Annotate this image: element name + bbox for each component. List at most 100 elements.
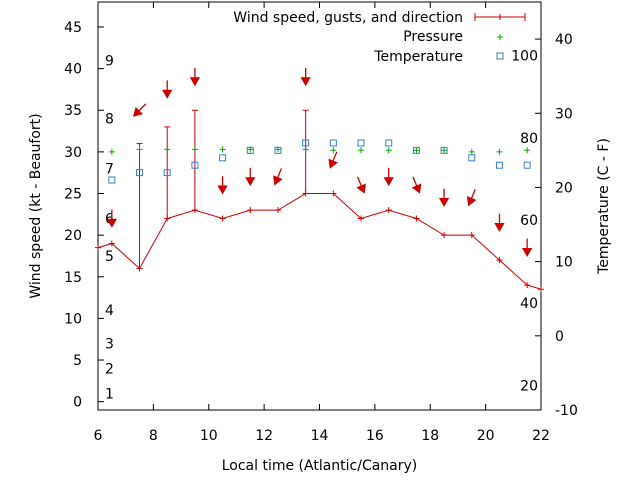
wind-speed-point	[136, 265, 143, 272]
pressure-marker	[219, 146, 226, 153]
legend-label-pressure: Pressure	[403, 29, 463, 45]
y-tick-label: 40	[64, 62, 82, 78]
pressure-marker	[108, 148, 115, 155]
y-tick-label: 10	[64, 311, 82, 327]
x-tick-label: 22	[532, 428, 550, 444]
temperature-marker	[440, 146, 448, 154]
y-axis-label: Wind speed (kt - Beaufort)	[28, 113, 44, 298]
x-tick-label: 18	[421, 428, 439, 444]
wind-speed-point	[385, 207, 392, 214]
wind-speed-point	[274, 207, 281, 214]
wind-speed-line	[97, 193, 542, 290]
fahrenheit-label: 80	[520, 131, 538, 147]
wind-direction-arrow	[273, 168, 283, 186]
x-tick-label: 16	[366, 428, 384, 444]
wind-direction-arrow	[245, 167, 256, 187]
temperature-marker	[163, 169, 171, 177]
temperature-marker	[329, 139, 337, 147]
beaufort-label: 3	[105, 336, 114, 352]
x-tick-label: 12	[255, 428, 273, 444]
beaufort-label: 9	[105, 53, 114, 69]
wind-speed-point	[468, 232, 475, 239]
temperature-marker	[136, 169, 144, 177]
legend-swatch-wind-marker	[497, 14, 503, 20]
fahrenheit-label: 60	[520, 213, 538, 229]
y2-tick-label: 10	[555, 255, 573, 271]
wind-speed-point	[496, 257, 503, 264]
y2-axis-label: Temperature (C - F)	[596, 138, 612, 275]
wind-direction-arrow	[411, 176, 422, 194]
pressure-marker	[496, 148, 503, 155]
legend-swatch-pressure	[497, 34, 503, 40]
temperature-marker	[385, 139, 393, 147]
wind-speed-point	[247, 207, 254, 214]
y-tick-label: 30	[64, 145, 82, 161]
y2-tick-label: -10	[555, 403, 578, 419]
fahrenheit-label: 40	[520, 296, 538, 312]
y-tick-label: 0	[73, 395, 82, 411]
wind-direction-arrow	[132, 103, 147, 117]
temperature-marker	[274, 146, 282, 154]
temperature-marker	[219, 154, 227, 162]
wind-speed-point	[358, 215, 365, 222]
pressure-marker	[358, 147, 365, 154]
fahrenheit-label: 100	[511, 48, 538, 64]
temperature-marker	[523, 161, 531, 169]
x-axis-label: Local time (Atlantic/Canary)	[222, 458, 418, 474]
wind-speed-point	[538, 286, 544, 293]
y-tick-label: 20	[64, 228, 82, 244]
legend-label-temperature: Temperature	[373, 49, 463, 65]
y2-tick-label: 30	[555, 106, 573, 122]
wind-speed-point	[441, 232, 448, 239]
wind-speed-point	[302, 190, 309, 197]
y-tick-label: 35	[64, 103, 82, 119]
beaufort-label: 4	[105, 303, 114, 319]
wind-direction-arrow	[494, 213, 505, 232]
pressure-marker	[468, 148, 475, 155]
temperature-marker	[302, 139, 310, 147]
y2-tick-label: 0	[555, 329, 564, 345]
pressure-marker	[524, 147, 531, 154]
wind-direction-arrow	[466, 189, 477, 207]
pressure-marker	[302, 146, 309, 153]
legend-swatch-temperature	[496, 52, 504, 60]
pressure-marker	[413, 147, 420, 154]
plot-frame	[97, 1, 542, 411]
wind-direction-arrow	[217, 176, 228, 195]
wind-direction-arrow	[106, 209, 117, 228]
wind-speed-point	[219, 215, 226, 222]
beaufort-label: 1	[105, 386, 114, 402]
y2-tick-label: 40	[555, 32, 573, 48]
beaufort-label: 8	[105, 112, 114, 128]
wind-direction-arrow	[189, 67, 201, 87]
wind-speed-point	[524, 282, 531, 289]
y-tick-label: 45	[64, 20, 82, 36]
pressure-marker	[136, 146, 143, 153]
temperature-marker	[108, 176, 116, 184]
wind-speed-point	[413, 215, 420, 222]
wind-speed-point	[191, 207, 198, 214]
y2-tick-label: 20	[555, 180, 573, 196]
temperature-marker	[191, 161, 199, 169]
pressure-marker	[191, 146, 198, 153]
wind-speed-point	[95, 244, 101, 251]
wind-direction-arrow	[522, 238, 533, 257]
x-tick-label: 6	[94, 428, 103, 444]
wind-direction-arrow	[438, 188, 450, 207]
temperature-marker	[495, 161, 503, 169]
temperature-marker	[357, 139, 365, 147]
beaufort-label: 2	[105, 361, 114, 377]
fahrenheit-label: 20	[520, 379, 538, 395]
x-tick-label: 8	[149, 428, 158, 444]
wind-direction-arrow	[383, 167, 394, 187]
wind-speed-point	[164, 215, 171, 222]
wind-direction-arrow	[162, 80, 173, 99]
beaufort-label: 5	[105, 249, 114, 265]
wind-direction-arrow	[328, 151, 338, 169]
legend-label-wind: Wind speed, gusts, and direction	[233, 10, 463, 26]
wind-speed-point	[108, 240, 115, 247]
pressure-marker	[385, 147, 392, 154]
wind-speed-point	[330, 190, 337, 197]
